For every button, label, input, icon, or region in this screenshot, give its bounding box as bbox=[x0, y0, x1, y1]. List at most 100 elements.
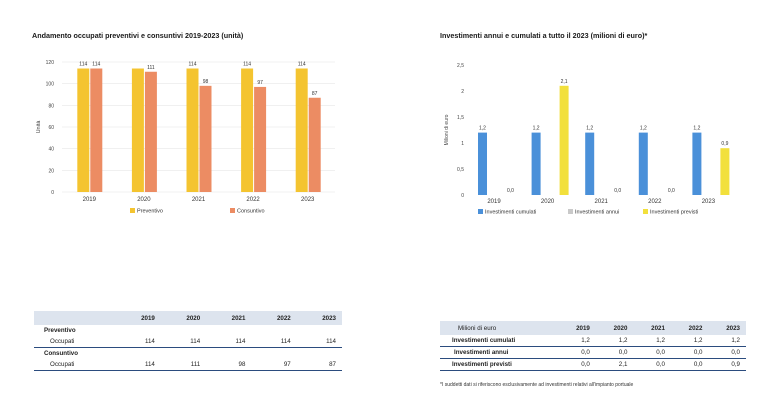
data-label: 114 bbox=[79, 62, 87, 68]
bar-investimenti-cumulati bbox=[585, 132, 595, 195]
legend-swatch bbox=[568, 209, 573, 214]
bar-investimenti-cumulati bbox=[638, 132, 648, 195]
legend-swatch bbox=[230, 208, 235, 213]
bar-consuntivo bbox=[144, 71, 157, 192]
x-tick-label: 2021 bbox=[595, 199, 609, 205]
table-cell: 0,0 bbox=[581, 361, 590, 368]
header-cell: 2019 bbox=[141, 314, 155, 322]
table-cell: 0,0 bbox=[731, 349, 740, 356]
data-label: 0,0 bbox=[507, 188, 514, 194]
header-cell: 2020 bbox=[186, 314, 201, 322]
bar-preventivo bbox=[131, 68, 144, 192]
x-tick-label: 2023 bbox=[702, 199, 716, 205]
legend-label: Preventivo bbox=[137, 209, 163, 215]
table-cell: 1,2 bbox=[731, 337, 740, 344]
table-cell: 98 bbox=[238, 361, 246, 368]
bar-consuntivo bbox=[254, 86, 267, 192]
section-title-row: Consuntivo bbox=[34, 348, 342, 360]
y-tick-label: 1,5 bbox=[457, 115, 464, 121]
table-cell: 111 bbox=[190, 361, 201, 368]
table-cell: 0,0 bbox=[693, 349, 703, 356]
row-label: Occupati bbox=[50, 361, 75, 368]
data-label: 1,2 bbox=[533, 126, 540, 132]
table-cell: 114 bbox=[144, 361, 155, 368]
table-cell: 1,2 bbox=[656, 337, 665, 344]
data-label: 2,1 bbox=[561, 79, 568, 85]
table-cell: 114 bbox=[190, 338, 201, 345]
y-tick-label: 2 bbox=[461, 89, 464, 95]
data-label: 98 bbox=[203, 79, 209, 85]
bar-preventivo bbox=[295, 68, 308, 192]
x-tick-label: 2020 bbox=[137, 197, 151, 203]
data-label: 111 bbox=[147, 65, 155, 71]
data-label: 114 bbox=[243, 62, 251, 68]
legend-label: Consuntivo bbox=[237, 209, 265, 215]
y-tick-label: 0 bbox=[461, 193, 464, 199]
left-chart-title: Andamento occupati preventivi e consunti… bbox=[32, 31, 244, 40]
x-tick-label: 2019 bbox=[487, 199, 501, 205]
table-cell: 0,9 bbox=[731, 361, 740, 368]
section-title: Preventivo bbox=[44, 327, 76, 334]
table-cell: 1,2 bbox=[581, 337, 590, 344]
y-tick-label: 2,5 bbox=[457, 63, 464, 69]
table-cell: 0,0 bbox=[618, 349, 628, 356]
table-cell: 2,1 bbox=[618, 361, 628, 368]
x-tick-label: 2020 bbox=[541, 199, 555, 205]
legend-swatch bbox=[478, 209, 483, 214]
y-tick-label: 1 bbox=[461, 141, 464, 147]
y-tick-label: 0 bbox=[51, 190, 54, 196]
legend-label: Investimenti annui bbox=[575, 210, 619, 216]
header-cell: 2020 bbox=[613, 324, 628, 332]
bar-consuntivo bbox=[199, 85, 212, 192]
table-cell: 114 bbox=[326, 338, 336, 345]
data-label: 114 bbox=[189, 62, 197, 68]
header-cell: 2019 bbox=[576, 324, 590, 332]
bar-preventivo bbox=[186, 68, 199, 192]
bar-investimenti-annui bbox=[720, 148, 730, 195]
bar-consuntivo bbox=[308, 97, 321, 192]
row-label: Investimenti cumulati bbox=[452, 337, 516, 344]
x-tick-label: 2022 bbox=[246, 197, 260, 203]
y-tick-label: 0,5 bbox=[457, 167, 464, 173]
table-header-row: 2019 2020 2021 2022 2023 bbox=[34, 311, 342, 325]
bar-consuntivo bbox=[90, 68, 103, 192]
row-label: Occupati bbox=[50, 338, 75, 345]
section-title-row: Preventivo bbox=[34, 325, 342, 336]
data-label: 97 bbox=[257, 80, 263, 86]
x-tick-label: 2023 bbox=[301, 197, 315, 203]
row-label: Investimenti previsti bbox=[452, 361, 512, 368]
table-cell: 0,0 bbox=[656, 349, 665, 356]
bar-investimenti-annui bbox=[559, 85, 569, 195]
section-title: Consuntivo bbox=[44, 350, 79, 357]
header-cell: 2022 bbox=[276, 314, 291, 322]
bar-investimenti-cumulati bbox=[692, 132, 702, 195]
y-axis-label: Milioni di euro bbox=[444, 114, 450, 145]
data-label: 0,9 bbox=[721, 141, 728, 147]
header-cell: 2023 bbox=[726, 324, 740, 332]
data-label: 87 bbox=[312, 91, 318, 97]
bar-preventivo bbox=[241, 68, 254, 192]
x-tick-label: 2022 bbox=[648, 199, 662, 205]
data-label: 1,2 bbox=[693, 126, 700, 132]
legend-label: Investimenti previsti bbox=[650, 210, 698, 216]
data-label: 1,2 bbox=[479, 126, 486, 132]
table-cell: 114 bbox=[235, 338, 246, 345]
data-label: 0,0 bbox=[668, 188, 675, 194]
row-label: Investimenti annui bbox=[454, 349, 509, 356]
table-row: Investimenti previsti 0,0 2,1 0,0 0,0 0,… bbox=[440, 359, 746, 371]
bar-investimenti-cumulati bbox=[478, 132, 487, 195]
left-chart: 0 20 40 60 80 100 120 Unità 114 114 2019 111 2020 114… bbox=[36, 60, 335, 215]
y-tick-label: 20 bbox=[48, 168, 54, 174]
table-header-row: Milioni di euro 2019 2020 2021 2022 2023 bbox=[440, 321, 746, 335]
left-data-table: 2019 2020 2021 2022 2023 Preventivo Occu… bbox=[34, 311, 342, 371]
table-cell: 114 bbox=[144, 338, 155, 345]
table-cell: 0,0 bbox=[693, 361, 703, 368]
bar-investimenti-cumulati bbox=[531, 132, 541, 195]
header-cell bbox=[34, 311, 116, 325]
table-cell: 0,0 bbox=[656, 361, 665, 368]
bar-preventivo bbox=[77, 68, 90, 192]
x-tick-label: 2021 bbox=[192, 197, 206, 203]
table-cell: 1,2 bbox=[618, 337, 628, 344]
x-tick-label: 2019 bbox=[83, 197, 97, 203]
legend-swatch bbox=[643, 209, 648, 214]
